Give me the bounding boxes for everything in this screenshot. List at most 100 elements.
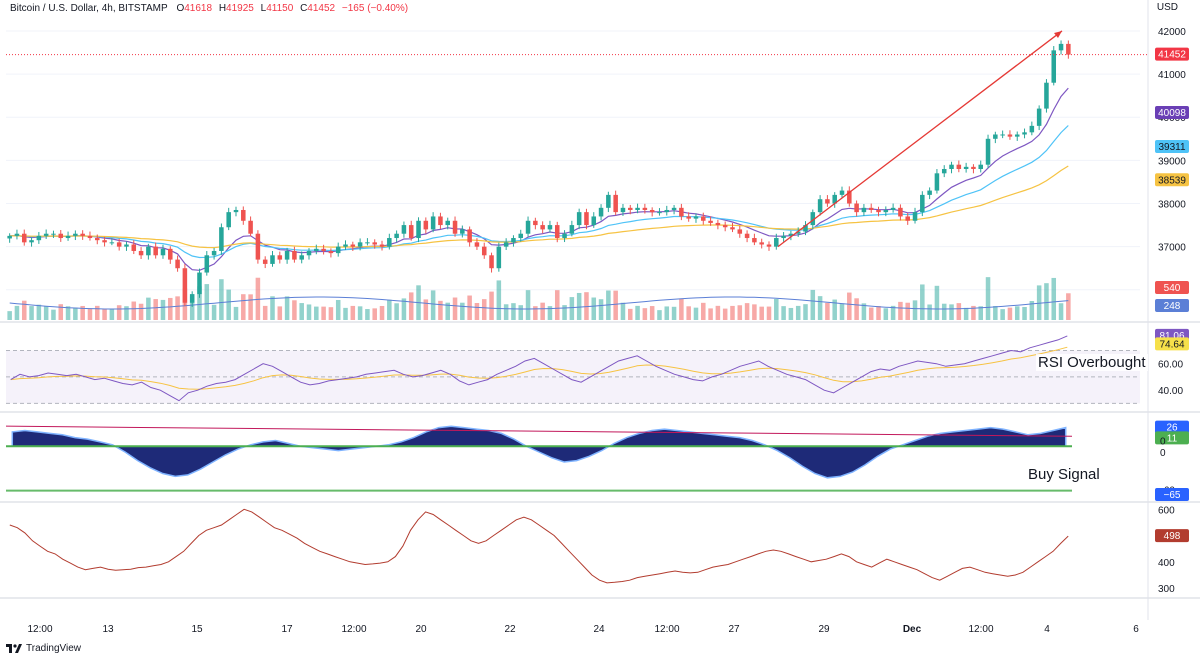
candle-body [197, 272, 202, 295]
volume-bar [533, 306, 538, 320]
candle-body [993, 134, 998, 139]
candle-body [168, 248, 173, 260]
candle-body [277, 255, 283, 260]
candle-body [795, 231, 801, 234]
candle-body [759, 242, 764, 245]
candle-body [591, 216, 597, 226]
candle-body [905, 216, 910, 221]
candle-body [547, 225, 553, 230]
volume-bar [175, 296, 180, 320]
candle-body [817, 199, 823, 213]
candle-body [270, 255, 275, 264]
volume-bar [890, 305, 896, 320]
volume-bar [7, 311, 12, 320]
ma-fast-line [9, 87, 1069, 271]
candle-body [109, 242, 115, 244]
volume-bar [832, 299, 837, 320]
candle-body [569, 225, 575, 234]
candle-body [43, 233, 49, 236]
volume-bar [810, 289, 816, 320]
volume-bar [343, 307, 348, 320]
candle-body [262, 259, 268, 264]
candle-body [766, 244, 772, 247]
candle-body [752, 238, 757, 243]
volume-bar [554, 290, 560, 320]
volume-bar [211, 304, 217, 320]
volume-bar [562, 305, 567, 320]
volume-bar [1058, 303, 1064, 320]
candle-body [598, 207, 604, 217]
candle-body [890, 207, 896, 210]
volume-bar [138, 303, 144, 320]
indicator-tick-label: 600 [1158, 505, 1175, 516]
osc-annotation: Buy Signal [1026, 466, 1102, 483]
volume-bar [795, 305, 801, 320]
candle-body [744, 233, 750, 239]
time-tick-label: 13 [102, 624, 114, 635]
volume-bar [905, 302, 910, 320]
last-price-badge: 41452 [1158, 50, 1186, 61]
volume-bar [314, 306, 319, 320]
volume-bar [474, 302, 480, 320]
candle-body [481, 246, 487, 256]
time-tick-label: 6 [1133, 624, 1139, 635]
volume-bar [540, 302, 545, 320]
volume-bar [87, 308, 93, 320]
open-value: 41618 [184, 3, 213, 14]
volume-bar [576, 292, 582, 320]
candle-body [657, 212, 662, 214]
volume-bar [219, 279, 224, 320]
oscillator-area [11, 425, 1067, 479]
ma-mid-line [9, 125, 1069, 259]
candle-body [978, 164, 983, 169]
candle-body [160, 248, 166, 256]
candle-body [241, 209, 246, 221]
candle-body [138, 250, 144, 256]
candle-body [701, 216, 706, 221]
volume-bar [1051, 277, 1057, 320]
time-tick-label: 12:00 [341, 624, 366, 635]
volume-bar [671, 306, 677, 320]
volume-bar [781, 306, 786, 320]
time-tick-label: 27 [728, 624, 740, 635]
volume-bar [452, 297, 458, 320]
candle-body [248, 220, 253, 234]
close-value: 41452 [307, 3, 336, 14]
candle-body [284, 250, 290, 260]
volume-bar [701, 302, 706, 320]
candle-body [562, 233, 567, 239]
volume-bar [941, 303, 947, 320]
symbol-title: Bitcoin / U.S. Dollar, 4h, BITSTAMP [10, 3, 168, 14]
candle-body [306, 250, 312, 256]
volume-bar [197, 286, 202, 320]
candle-body [883, 209, 889, 213]
rsi-tick-label: 60.00 [1158, 360, 1183, 371]
volume-bar [255, 277, 261, 320]
candle-body [321, 248, 326, 251]
volume-bar [679, 298, 684, 320]
candle-body [423, 220, 429, 230]
volume-bar [292, 300, 297, 320]
candle-body [233, 209, 239, 213]
candle-body [693, 216, 699, 219]
osc-min-badge-bg [1155, 487, 1189, 501]
volume-bar [963, 307, 969, 320]
ma-slow-badge-bg [1155, 173, 1189, 187]
time-tick-label: 22 [504, 624, 516, 635]
volume-bar [664, 306, 670, 320]
volume-bar [766, 306, 772, 320]
candle-body [58, 233, 64, 239]
candle-body [350, 244, 356, 247]
volume-bar [978, 306, 983, 320]
osc-value-badge-bg [1155, 420, 1189, 434]
candle-body [36, 235, 42, 241]
volume-bar [248, 294, 253, 320]
volume-bar [686, 306, 691, 320]
rsi-ma-badge: 74.64 [1159, 339, 1184, 350]
candle-body [146, 246, 151, 256]
candle-body [394, 233, 399, 239]
volume-bar [569, 297, 575, 320]
currency-label[interactable]: USD [1156, 2, 1178, 13]
candle-body [941, 169, 947, 174]
